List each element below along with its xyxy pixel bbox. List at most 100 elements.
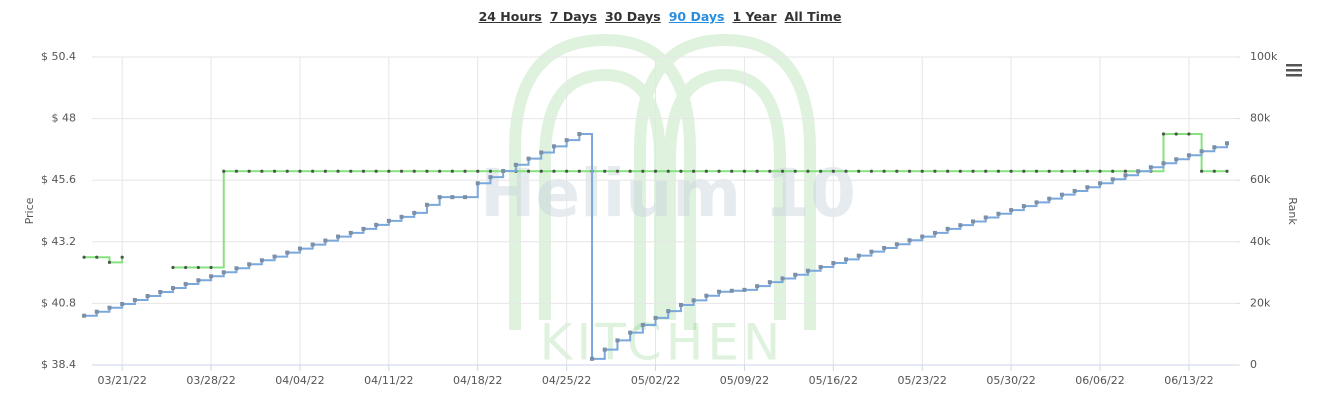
price-marker	[311, 169, 315, 173]
price-marker	[1047, 169, 1051, 173]
price-marker	[526, 169, 531, 173]
rank-marker	[767, 280, 772, 285]
price-marker	[412, 169, 416, 173]
price-marker	[1085, 169, 1089, 173]
price-marker	[615, 169, 620, 173]
range-selector: 24 Hours 7 Days 30 Days 90 Days 1 Year All Ti…	[0, 9, 1320, 24]
price-marker	[768, 169, 772, 173]
rank-marker	[132, 298, 137, 303]
price-marker	[260, 169, 264, 173]
rank-marker	[348, 230, 353, 235]
price-marker	[996, 169, 1001, 173]
price-marker	[958, 169, 962, 173]
menu-bar[interactable]	[1286, 74, 1302, 77]
price-marker	[107, 260, 112, 264]
watermark-brand: Helium 10	[480, 155, 856, 232]
price-marker	[819, 169, 823, 173]
rank-marker	[564, 138, 569, 143]
rank-marker	[577, 132, 582, 136]
step-segment	[1188, 133, 1203, 172]
x-tick-label: 06/06/22	[1075, 374, 1124, 387]
y-tick-label: $ 45.6	[41, 173, 76, 186]
rank-marker	[412, 210, 417, 215]
price-marker	[1022, 169, 1026, 173]
rank-marker	[221, 270, 226, 275]
price-marker	[387, 169, 391, 173]
rank-marker	[894, 242, 899, 247]
rank-marker	[971, 219, 976, 224]
rank-marker	[831, 261, 836, 266]
price-marker	[806, 169, 810, 173]
x-tick-label: 04/18/22	[453, 374, 502, 387]
step-segment	[515, 158, 530, 166]
rank-marker	[1123, 173, 1128, 178]
price-marker	[666, 169, 670, 173]
y2-axis-title: Rank	[1286, 197, 1299, 225]
step-segment	[553, 140, 568, 148]
price-marker	[857, 169, 861, 173]
price-marker	[247, 169, 251, 173]
rank-marker	[1110, 177, 1115, 182]
menu-bar[interactable]	[1286, 64, 1302, 67]
rank-marker	[183, 281, 188, 286]
rank-marker	[450, 195, 455, 200]
range-button[interactable]: 1 Year	[732, 9, 777, 24]
y2-tick-label: 80k	[1250, 112, 1271, 125]
x-tick-label: 04/25/22	[542, 374, 591, 387]
price-marker	[1225, 169, 1229, 173]
x-tick-label: 06/13/22	[1164, 374, 1213, 387]
price-marker	[1174, 132, 1178, 136]
menu-bar[interactable]	[1286, 69, 1302, 72]
price-marker	[1212, 169, 1216, 173]
rank-marker	[259, 258, 264, 263]
x-tick-label: 05/09/22	[720, 374, 769, 387]
price-marker	[196, 265, 200, 270]
rank-marker	[996, 211, 1001, 216]
rank-marker	[551, 144, 556, 149]
range-button[interactable]: All Time	[784, 9, 842, 24]
rank-marker	[1047, 196, 1052, 201]
x-tick-label: 05/30/22	[986, 374, 1035, 387]
x-tick-label: 05/23/22	[898, 374, 947, 387]
rank-marker	[158, 290, 163, 295]
rank-marker	[805, 268, 810, 273]
menu-icon[interactable]	[1286, 64, 1302, 77]
x-tick-label: 04/11/22	[364, 374, 413, 387]
price-marker	[793, 169, 797, 173]
rank-marker	[1021, 204, 1026, 209]
range-button[interactable]: 90 Days	[668, 9, 725, 24]
price-marker	[349, 169, 353, 173]
price-marker	[717, 169, 721, 173]
step-segment	[96, 256, 111, 263]
range-button[interactable]: 24 Hours	[478, 9, 542, 24]
watermark-arch	[509, 33, 696, 330]
x-tick-label: 03/21/22	[97, 374, 146, 387]
step-segment	[630, 324, 644, 334]
rank-marker	[1034, 200, 1039, 205]
rank-marker	[1212, 145, 1217, 150]
rank-marker	[628, 330, 633, 335]
rank-marker	[1085, 185, 1090, 190]
price-marker	[780, 169, 785, 173]
watermark-arch	[634, 33, 816, 330]
step-segment	[426, 197, 441, 206]
range-button[interactable]: 30 Days	[604, 9, 661, 24]
price-marker	[730, 169, 734, 173]
range-button[interactable]: 7 Days	[549, 9, 597, 24]
y-tick-label: $ 48	[52, 112, 77, 125]
watermark-arch	[664, 68, 786, 320]
price-marker	[704, 169, 708, 173]
price-marker	[603, 169, 607, 173]
rank-marker	[1148, 165, 1153, 170]
x-tick-label: 05/02/22	[631, 374, 680, 387]
price-marker	[1098, 169, 1102, 173]
rank-marker	[437, 195, 442, 200]
price-marker	[844, 169, 848, 173]
price-marker	[285, 169, 289, 173]
rank-marker	[882, 245, 887, 250]
rank-marker	[818, 265, 823, 270]
price-marker	[882, 169, 886, 173]
rank-marker	[285, 250, 290, 255]
rank-marker	[844, 257, 849, 262]
